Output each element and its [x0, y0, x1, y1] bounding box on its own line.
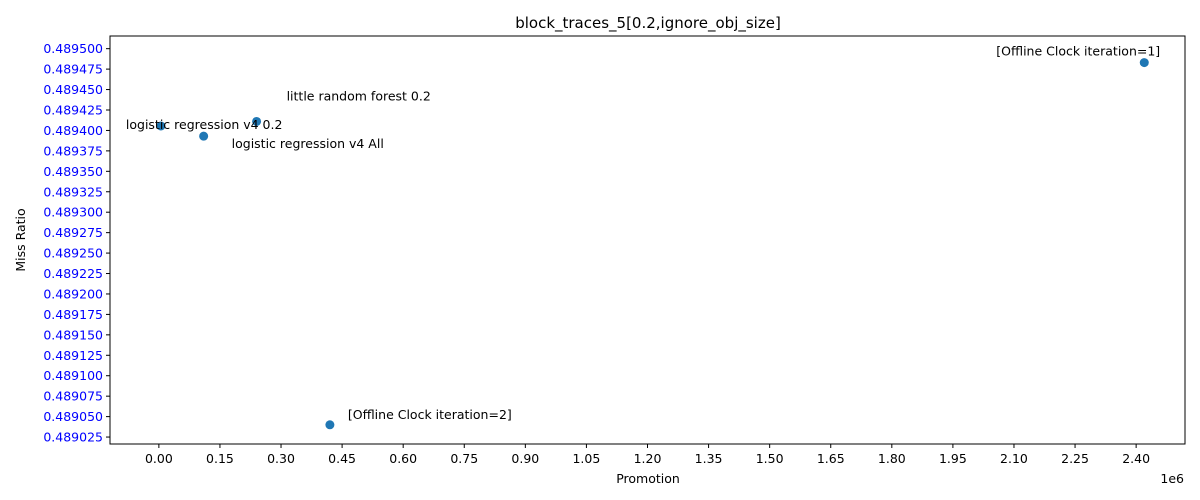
- y-tick-label: 0.489225: [43, 266, 103, 281]
- plot-frame: [109, 35, 1186, 445]
- x-tick-label: 1.35: [695, 451, 723, 466]
- y-tick-label: 0.489025: [43, 430, 103, 445]
- y-tick-label: 0.489075: [43, 389, 103, 404]
- x-tick-label: 1.20: [634, 451, 662, 466]
- data-point: [1139, 58, 1149, 68]
- y-tick-label: 0.489500: [43, 41, 103, 56]
- y-tick-label: 0.489050: [43, 409, 103, 424]
- y-tick-label: 0.489450: [43, 82, 103, 97]
- y-tick-label: 0.489200: [43, 286, 103, 301]
- point-annotation: [Offline Clock iteration=1]: [996, 44, 1160, 59]
- x-tick-label: 0.45: [328, 451, 356, 466]
- data-point: [199, 131, 209, 141]
- y-tick-label: 0.489275: [43, 225, 103, 240]
- annotations-layer: logistic regression v4 0.2 logistic regre…: [126, 44, 1160, 422]
- data-point: [156, 121, 166, 131]
- x-tick-label: 0.60: [389, 451, 417, 466]
- y-tick-label: 0.489375: [43, 143, 103, 158]
- point-annotation: logistic regression v4 All: [232, 136, 384, 151]
- y-tick-label: 0.489300: [43, 205, 103, 220]
- y-tick-label: 0.489400: [43, 123, 103, 138]
- x-tick-label: 0.15: [206, 451, 234, 466]
- y-tick-label: 0.489250: [43, 246, 103, 261]
- x-tick-label: 1.95: [939, 451, 967, 466]
- data-point: [252, 116, 262, 126]
- y-tick-label: 0.489150: [43, 327, 103, 342]
- point-annotation: logistic regression v4 0.2: [126, 117, 283, 132]
- y-tick-label: 0.489125: [43, 348, 103, 363]
- x-axis-offset-text: 1e6: [1160, 471, 1184, 486]
- y-tick-label: 0.489100: [43, 368, 103, 383]
- data-point: [325, 420, 335, 430]
- point-annotation: [Offline Clock iteration=2]: [348, 407, 512, 422]
- x-tick-label: 0.90: [511, 451, 539, 466]
- x-tick-label: 1.05: [572, 451, 600, 466]
- y-tick-label: 0.489175: [43, 307, 103, 322]
- chart-title: block_traces_5[0.2,ignore_obj_size]: [515, 14, 781, 33]
- x-axis-title: Promotion: [616, 471, 680, 486]
- x-tick-label: 2.10: [1000, 451, 1028, 466]
- x-tick-label: 1.65: [817, 451, 845, 466]
- x-tick-label: 2.25: [1061, 451, 1089, 466]
- y-tick-label: 0.489425: [43, 102, 103, 117]
- y-axis-title: Miss Ratio: [13, 208, 28, 271]
- x-tick-label: 0.00: [145, 451, 173, 466]
- x-tick-label: 0.75: [450, 451, 478, 466]
- x-axis-ticks: 0.00 0.15 0.30 0.45 0.60 0.75 0.90 1.05 1.20 1.35…: [145, 444, 1150, 466]
- x-tick-label: 1.50: [756, 451, 784, 466]
- points-layer: [156, 58, 1149, 430]
- y-tick-label: 0.489325: [43, 184, 103, 199]
- y-tick-label: 0.489350: [43, 164, 103, 179]
- x-tick-label: 2.40: [1122, 451, 1150, 466]
- x-tick-label: 1.80: [878, 451, 906, 466]
- point-annotation: little random forest 0.2: [287, 88, 431, 103]
- x-tick-label: 0.30: [267, 451, 295, 466]
- y-axis-ticks: 0.489025 0.489050 0.489075 0.489100 0.489125…: [43, 41, 110, 445]
- y-tick-label: 0.489475: [43, 62, 103, 77]
